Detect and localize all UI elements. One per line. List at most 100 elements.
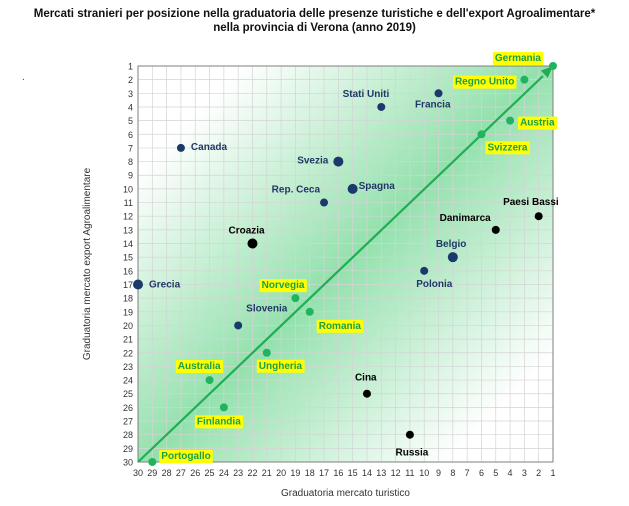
data-label: Polonia (416, 279, 453, 290)
x-tick-label: 7 (465, 468, 470, 478)
label-highlight (518, 116, 557, 130)
y-tick-label: 11 (124, 198, 133, 208)
y-tick-label: 8 (128, 157, 133, 167)
x-tick-label: 19 (290, 468, 300, 478)
label-highlight (492, 52, 544, 65)
x-tick-label: 3 (522, 468, 527, 478)
y-tick-label: 23 (123, 362, 133, 372)
data-label: Russia (395, 448, 428, 459)
data-label: Canada (191, 142, 228, 153)
y-tick-label: 24 (123, 376, 133, 386)
y-tick-label: 25 (123, 389, 133, 399)
data-point (447, 252, 458, 263)
data-point (347, 183, 358, 194)
y-tick-label: 16 (123, 266, 133, 276)
data-point (549, 62, 557, 70)
data-label: Germania (495, 53, 542, 64)
y-tick-label: 6 (128, 130, 133, 140)
data-point (291, 294, 300, 303)
label-highlight (259, 279, 307, 293)
y-tick-label: 12 (123, 212, 133, 222)
label-highlight (452, 75, 517, 89)
label-highlight (159, 450, 213, 463)
label-highlight (194, 415, 244, 429)
y-tick-label: 1 (128, 62, 133, 72)
data-label: Australia (178, 361, 221, 372)
y-tick-label: 9 (128, 171, 133, 181)
y-tick-label: 27 (123, 417, 133, 427)
stray-mark: . (22, 72, 25, 83)
x-tick-label: 16 (333, 468, 343, 478)
data-label: Svezia (297, 156, 329, 167)
data-point (420, 266, 429, 275)
data-point (219, 403, 228, 412)
y-tick-label: 28 (123, 430, 133, 440)
data-label: Danimarca (440, 213, 492, 224)
data-label: Austria (520, 118, 555, 129)
x-tick-label: 2 (536, 468, 541, 478)
data-point (362, 389, 371, 398)
data-point (333, 156, 344, 167)
label-highlight (316, 319, 364, 333)
data-point (262, 348, 271, 357)
data-point (205, 376, 214, 385)
y-axis-label: Graduatoria mercato export Agroalimentar… (82, 167, 93, 360)
y-tick-label: 10 (123, 184, 133, 194)
y-tick-label: 26 (123, 403, 133, 413)
data-label: Rep. Ceca (272, 185, 321, 196)
y-tick-label: 19 (123, 307, 133, 317)
x-tick-label: 11 (405, 468, 414, 478)
y-tick-label: 18 (123, 294, 133, 304)
data-point (320, 198, 329, 207)
x-tick-label: 29 (147, 468, 157, 478)
y-tick-label: 20 (123, 321, 133, 331)
y-tick-label: 4 (128, 102, 133, 112)
data-label: Svizzera (487, 142, 527, 153)
diagonal-arrow-line (137, 75, 544, 463)
x-tick-label: 27 (176, 468, 186, 478)
data-label: Stati Uniti (343, 89, 390, 100)
y-tick-label: 2 (128, 75, 133, 85)
y-tick-label: 3 (128, 89, 133, 99)
chart-subtitle: nella provincia di Verona (anno 2019) (213, 22, 416, 34)
y-tick-label: 13 (123, 225, 133, 235)
data-point (377, 102, 386, 111)
data-point (506, 116, 515, 125)
data-point (434, 89, 443, 98)
data-point (405, 430, 414, 439)
plot-border (137, 65, 554, 463)
x-tick-label: 12 (391, 468, 401, 478)
data-point (491, 225, 500, 234)
x-tick-label: 17 (319, 468, 329, 478)
data-label: Spagna (359, 181, 396, 192)
data-label: Ungheria (259, 361, 303, 372)
y-tick-label: 22 (123, 348, 133, 358)
data-point (176, 143, 185, 152)
x-tick-label: 6 (479, 468, 484, 478)
y-tick-label: 29 (123, 444, 133, 454)
data-label: Slovenia (246, 303, 288, 314)
data-label: Norvegia (262, 280, 305, 291)
y-tick-label: 7 (128, 143, 133, 153)
y-tick-label: 17 (123, 280, 133, 290)
x-tick-label: 22 (247, 468, 257, 478)
label-highlight (485, 141, 530, 155)
data-point (477, 130, 486, 139)
x-tick-label: 20 (276, 468, 286, 478)
data-label: Grecia (149, 279, 181, 290)
diagonal-arrow-head (540, 66, 553, 78)
x-tick-label: 1 (550, 468, 555, 478)
data-point (305, 307, 314, 316)
data-point (148, 458, 157, 466)
x-tick-label: 4 (508, 468, 513, 478)
data-label: Francia (415, 99, 451, 110)
x-tick-label: 18 (305, 468, 315, 478)
chart-title: Mercati stranieri per posizione nella gr… (33, 8, 596, 20)
x-axis-label: Graduatoria mercato turistico (281, 488, 410, 499)
x-tick-label: 10 (419, 468, 429, 478)
data-point (234, 321, 243, 330)
data-point (247, 238, 258, 249)
data-label: Croazia (228, 226, 265, 237)
